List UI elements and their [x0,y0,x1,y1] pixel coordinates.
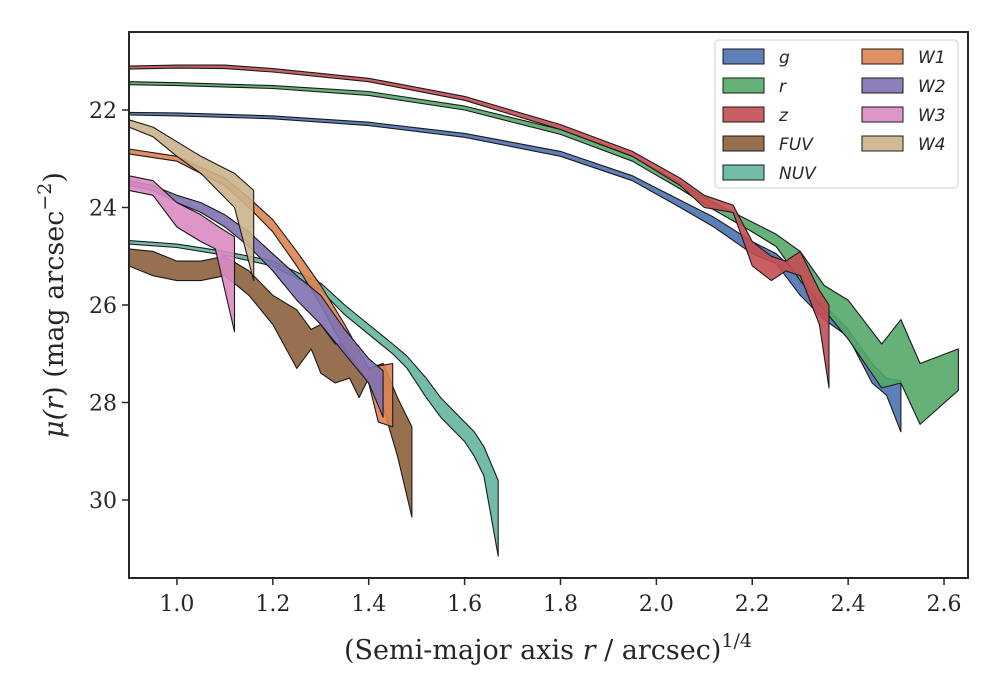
legend-label-fuv: FUV [779,135,814,155]
x-tick-label: 1.6 [447,592,482,617]
legend-label-w1: W1 [918,48,946,68]
legend-swatch-w3 [861,106,904,123]
x-tick-label: 1.4 [351,592,386,617]
y-tick-label: 24 [89,197,117,222]
y-tick-label: 28 [89,392,117,417]
series-bands [128,64,959,557]
series-band-z [128,64,830,389]
x-tick-label: 2.2 [735,592,770,617]
y-axis-ticks: 22 24 26 28 30 [89,99,129,514]
legend-swatch-w2 [861,77,904,94]
x-tick-label: 2.0 [639,592,674,617]
legend-label-r: r [779,77,787,97]
series-band-w2 [128,180,384,418]
legend-swatch-r [722,77,765,94]
legend-label-w4: W4 [918,135,946,155]
legend-label-z: z [778,106,789,126]
series-band-w4 [128,119,255,282]
legend-swatch-w4 [861,135,904,152]
legend-swatch-fuv [722,135,765,152]
y-tick-label: 26 [89,294,117,319]
x-tick-label: 1.8 [543,592,578,617]
legend-label-g: g [779,48,790,68]
series-band-fuv [128,248,413,518]
y-axis-label: μ(r) (mag arcsec−2) [34,172,70,438]
x-tick-label: 1.2 [255,592,290,617]
legend-label-w3: W3 [918,106,946,126]
legend-swatch-z [722,106,765,123]
y-tick-label: 30 [89,489,117,514]
legend-label-nuv: NUV [779,164,817,184]
x-axis-label: (Semi-major axis r / arcsec)1/4 [344,630,752,666]
x-tick-label: 2.4 [831,592,866,617]
x-axis-ticks: 1.0 1.2 1.4 1.6 1.8 2.0 2.2 2.4 2.6 [159,578,962,617]
legend: grz FUV NUV W1 W2 W3 W4 [714,39,959,189]
series-band-g [128,111,902,433]
legend-swatch-w1 [861,48,904,65]
series-band-w3 [128,175,236,333]
legend-label-w2: W2 [918,77,946,97]
legend-swatch-nuv [722,164,765,181]
legend-swatch-g [722,48,765,65]
x-tick-label: 2.6 [927,592,962,617]
x-tick-label: 1.0 [159,592,194,617]
y-tick-label: 22 [89,99,117,124]
